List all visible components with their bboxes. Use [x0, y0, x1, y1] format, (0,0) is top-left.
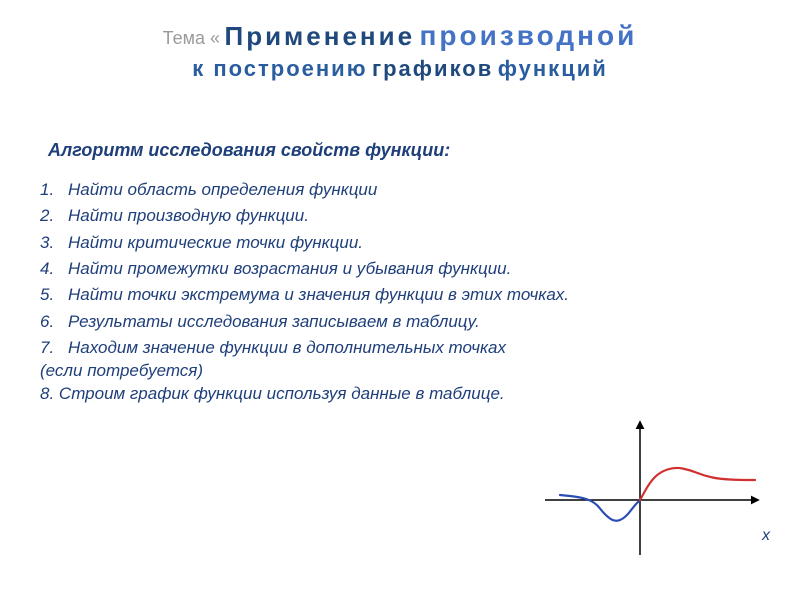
- algo-item-1: 1.Найти область определения функции: [40, 177, 760, 203]
- algo-num-7: 7.: [40, 335, 68, 361]
- title-word-2: производной: [420, 20, 638, 51]
- subtitle-word-1: к построению: [192, 56, 367, 81]
- title-line-1: Тема « Применение производной: [40, 20, 760, 52]
- algorithm-heading: Алгоритм исследования свойств функции:: [48, 140, 760, 161]
- algo-text-4: Найти промежутки возрастания и убывания …: [68, 256, 511, 282]
- algorithm-note: (если потребуется): [40, 361, 760, 381]
- subtitle-word-3: функций: [498, 56, 608, 81]
- algo-num-5: 5.: [40, 282, 68, 308]
- title-line-2: к построению графиков функций: [40, 56, 760, 82]
- algo-text-8: Строим график функции используя данные в…: [54, 384, 504, 403]
- blue-left-curve: [560, 495, 640, 521]
- subtitle-word-2: графиков: [372, 56, 493, 81]
- algo-text-3: Найти критические точки функции.: [68, 230, 363, 256]
- algo-text-5: Найти точки экстремума и значения функци…: [68, 282, 569, 308]
- x-axis-label: х: [762, 527, 770, 545]
- function-chart: [540, 420, 760, 560]
- algo-item-6: 6.Результаты исследования записываем в т…: [40, 309, 760, 335]
- algo-text-6: Результаты исследования записываем в таб…: [68, 309, 480, 335]
- title-area: Тема « Применение производной к построен…: [40, 20, 760, 82]
- title-word-1: Применение: [225, 21, 416, 51]
- algo-text-2: Найти производную функции.: [68, 203, 309, 229]
- algo-num-4: 4.: [40, 256, 68, 282]
- red-right-curve: [640, 468, 755, 500]
- algo-item-5: 5.Найти точки экстремума и значения функ…: [40, 282, 760, 308]
- algo-item-7: 7.Находим значение функции в дополнитель…: [40, 335, 760, 361]
- algo-text-7: Находим значение функции в дополнительны…: [68, 335, 506, 361]
- algo-num-3: 3.: [40, 230, 68, 256]
- algo-item-3: 3.Найти критические точки функции.: [40, 230, 760, 256]
- algo-num-6: 6.: [40, 309, 68, 335]
- algo-text-1: Найти область определения функции: [68, 177, 377, 203]
- algorithm-item-8: 8. Строим график функции используя данны…: [40, 381, 760, 407]
- algo-num-1: 1.: [40, 177, 68, 203]
- algorithm-list: 1.Найти область определения функции2.Най…: [40, 177, 760, 361]
- algo-item-2: 2.Найти производную функции.: [40, 203, 760, 229]
- algo-num-2: 2.: [40, 203, 68, 229]
- algo-num-8: 8.: [40, 384, 54, 403]
- algo-item-4: 4.Найти промежутки возрастания и убывани…: [40, 256, 760, 282]
- title-prefix: Тема «: [163, 28, 220, 48]
- chart-svg: [540, 420, 760, 560]
- slide: Тема « Применение производной к построен…: [0, 0, 800, 600]
